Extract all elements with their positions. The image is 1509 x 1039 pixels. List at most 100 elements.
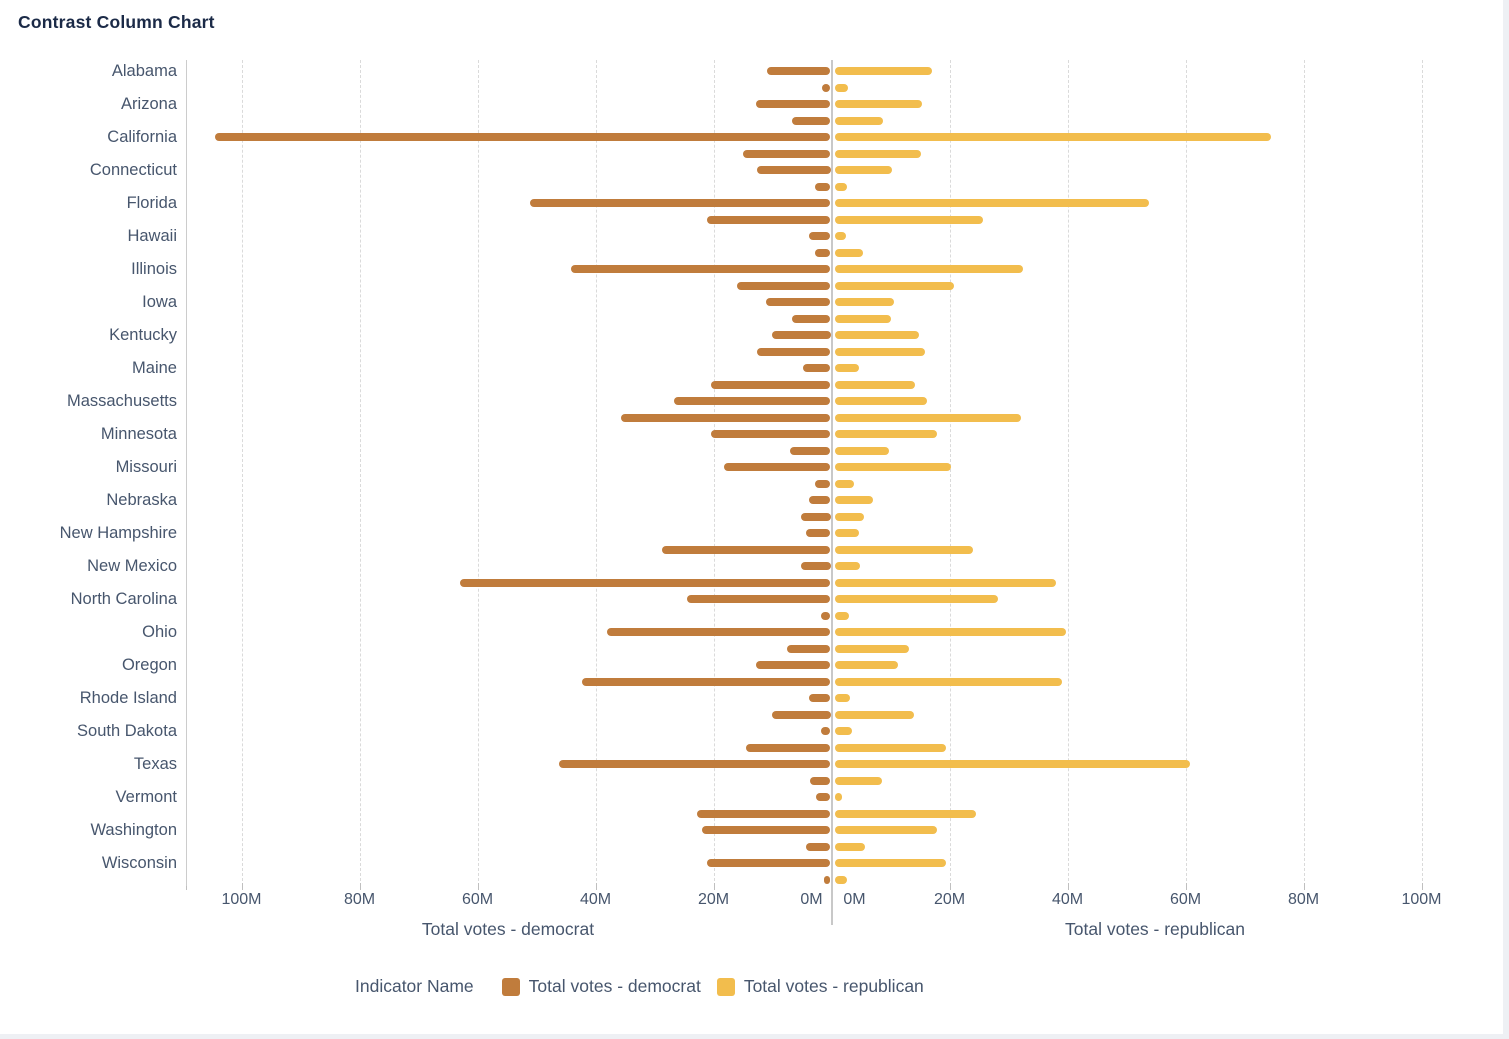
bar-democrat-north-dakota[interactable]	[821, 611, 831, 620]
bar-republican-tennessee[interactable]	[834, 743, 946, 752]
bar-democrat-oklahoma[interactable]	[786, 644, 831, 653]
bar-republican-kansas[interactable]	[834, 314, 892, 323]
bar-democrat-pennsylvania[interactable]	[581, 677, 831, 686]
bar-democrat-montana[interactable]	[815, 479, 831, 488]
bar-republican-virginia[interactable]	[834, 809, 976, 818]
bar-democrat-kentucky[interactable]	[771, 331, 831, 339]
bar-republican-nevada[interactable]	[834, 512, 864, 521]
bar-democrat-utah[interactable]	[810, 776, 831, 785]
bar-republican-arkansas[interactable]	[834, 116, 884, 125]
bar-republican-wyoming[interactable]	[834, 875, 847, 884]
bar-democrat-georgia[interactable]	[706, 215, 831, 224]
bar-republican-maine[interactable]	[834, 364, 859, 372]
bar-democrat-washington[interactable]	[702, 826, 831, 834]
bar-democrat-alaska[interactable]	[821, 83, 831, 92]
bar-republican-new-mexico[interactable]	[834, 562, 861, 570]
bar-democrat-iowa[interactable]	[766, 298, 831, 306]
bar-democrat-missouri[interactable]	[724, 463, 831, 471]
bar-republican-alabama[interactable]	[834, 67, 932, 75]
bar-republican-georgia[interactable]	[834, 215, 983, 224]
bar-republican-south-carolina[interactable]	[834, 710, 914, 719]
bar-republican-michigan[interactable]	[834, 413, 1021, 422]
bar-republican-connecticut[interactable]	[834, 166, 892, 174]
bar-democrat-maine[interactable]	[803, 364, 831, 372]
bar-democrat-new-mexico[interactable]	[801, 562, 831, 570]
bar-republican-rhode-island[interactable]	[834, 694, 850, 702]
bar-democrat-west-virginia[interactable]	[805, 842, 831, 851]
bar-republican-minnesota[interactable]	[834, 430, 938, 438]
bar-democrat-nebraska[interactable]	[808, 496, 831, 504]
bar-democrat-mississippi[interactable]	[789, 446, 831, 455]
bar-democrat-colorado[interactable]	[743, 149, 831, 158]
bar-democrat-new-jersey[interactable]	[661, 545, 831, 554]
bar-democrat-idaho[interactable]	[814, 248, 831, 257]
bar-republican-new-york[interactable]	[834, 578, 1056, 587]
bar-republican-maryland[interactable]	[834, 380, 915, 389]
bar-democrat-new-hampshire[interactable]	[805, 529, 831, 537]
bar-democrat-hawaii[interactable]	[809, 232, 831, 240]
bar-democrat-new-york[interactable]	[459, 578, 831, 587]
bar-republican-delaware[interactable]	[834, 182, 848, 191]
bar-republican-washington[interactable]	[834, 826, 937, 834]
bar-republican-hawaii[interactable]	[834, 232, 847, 240]
bar-democrat-delaware[interactable]	[815, 182, 831, 191]
bar-republican-kentucky[interactable]	[834, 331, 919, 339]
bar-democrat-wyoming[interactable]	[824, 875, 831, 884]
bar-democrat-massachusetts[interactable]	[673, 397, 831, 405]
bar-democrat-illinois[interactable]	[570, 265, 831, 273]
bar-democrat-south-carolina[interactable]	[771, 710, 831, 719]
bar-republican-pennsylvania[interactable]	[834, 677, 1062, 686]
legend-item-democrat[interactable]: Total votes - democrat	[501, 976, 701, 997]
bar-democrat-california[interactable]	[214, 133, 831, 141]
bar-republican-north-carolina[interactable]	[834, 595, 998, 603]
bar-democrat-wisconsin[interactable]	[707, 859, 831, 867]
bar-republican-vermont[interactable]	[834, 793, 843, 801]
bar-democrat-texas[interactable]	[559, 760, 831, 768]
bar-democrat-vermont[interactable]	[816, 793, 831, 801]
bar-republican-montana[interactable]	[834, 479, 854, 488]
bar-republican-new-hampshire[interactable]	[834, 529, 859, 537]
bar-democrat-nevada[interactable]	[801, 512, 831, 521]
bar-democrat-maryland[interactable]	[711, 380, 831, 389]
bar-republican-north-dakota[interactable]	[834, 611, 849, 620]
bar-republican-oregon[interactable]	[834, 661, 898, 669]
bar-republican-oklahoma[interactable]	[834, 644, 909, 653]
bar-democrat-arkansas[interactable]	[791, 116, 831, 125]
bar-democrat-indiana[interactable]	[737, 281, 831, 290]
bar-republican-utah[interactable]	[834, 776, 882, 785]
bar-democrat-north-carolina[interactable]	[686, 595, 831, 603]
bar-democrat-virginia[interactable]	[697, 809, 831, 818]
bar-republican-missouri[interactable]	[834, 463, 951, 471]
bar-republican-nebraska[interactable]	[834, 496, 874, 504]
bar-democrat-minnesota[interactable]	[711, 430, 831, 438]
bar-republican-arizona[interactable]	[834, 100, 923, 108]
bar-republican-california[interactable]	[834, 133, 1271, 141]
bar-republican-indiana[interactable]	[834, 281, 955, 290]
bar-republican-florida[interactable]	[834, 199, 1149, 207]
bar-democrat-alabama[interactable]	[767, 67, 831, 75]
bar-republican-new-jersey[interactable]	[834, 545, 973, 554]
bar-democrat-ohio[interactable]	[607, 628, 831, 636]
bar-democrat-south-dakota[interactable]	[821, 727, 831, 735]
bar-republican-idaho[interactable]	[834, 248, 864, 257]
bar-democrat-louisiana[interactable]	[757, 347, 831, 356]
bar-democrat-connecticut[interactable]	[756, 166, 831, 174]
bar-republican-wisconsin[interactable]	[834, 859, 946, 867]
bar-democrat-tennessee[interactable]	[745, 743, 831, 752]
bar-republican-massachusetts[interactable]	[834, 397, 928, 405]
legend-item-republican[interactable]: Total votes - republican	[716, 976, 924, 997]
bar-republican-ohio[interactable]	[834, 628, 1066, 636]
bar-republican-alaska[interactable]	[834, 83, 849, 92]
bar-democrat-kansas[interactable]	[791, 314, 831, 323]
bar-republican-colorado[interactable]	[834, 149, 921, 158]
bar-democrat-arizona[interactable]	[756, 100, 831, 108]
bar-republican-west-virginia[interactable]	[834, 842, 865, 851]
bar-republican-iowa[interactable]	[834, 298, 894, 306]
bar-democrat-florida[interactable]	[529, 199, 831, 207]
bar-republican-illinois[interactable]	[834, 265, 1024, 273]
bar-republican-mississippi[interactable]	[834, 446, 890, 455]
bar-republican-texas[interactable]	[834, 760, 1191, 768]
bar-democrat-michigan[interactable]	[621, 413, 831, 422]
bar-democrat-rhode-island[interactable]	[808, 694, 831, 702]
bar-republican-south-dakota[interactable]	[834, 727, 852, 735]
